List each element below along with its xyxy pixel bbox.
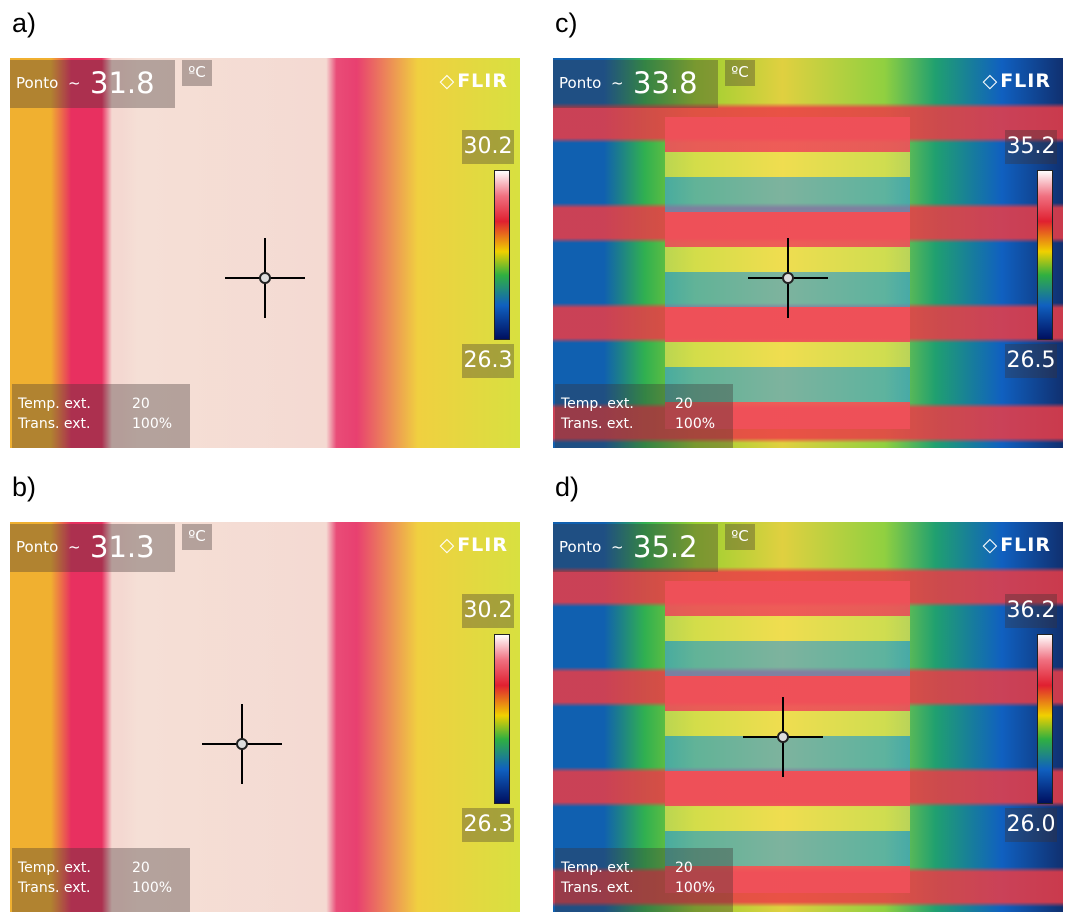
color-scale-bar xyxy=(1037,634,1053,804)
parameters-box: Temp. ext. 20 Trans. ext. 100% xyxy=(555,384,733,448)
unit: ºC xyxy=(725,60,755,86)
thermal-image: Ponto ~31.3 ºC FLIR 30.2 26.3 Temp. ext. 20 Tran… xyxy=(10,522,520,912)
spot-symbol: ~ xyxy=(611,74,624,92)
trans-value: 100% xyxy=(675,416,715,432)
brand-logo: FLIR xyxy=(440,534,508,556)
panel-label: d) xyxy=(555,472,579,503)
color-scale-bar xyxy=(1037,170,1053,340)
trans-label: Trans. ext. xyxy=(18,880,91,896)
unit: ºC xyxy=(182,524,212,550)
crosshair-center xyxy=(777,731,789,743)
spot-value: 31.3 xyxy=(90,530,155,564)
spot-label: Ponto xyxy=(16,74,58,92)
ext-temp-value: 20 xyxy=(675,860,693,876)
unit: ºC xyxy=(725,524,755,550)
spot-value: 33.8 xyxy=(633,66,698,100)
panel-label: a) xyxy=(12,8,36,39)
ext-temp-label: Temp. ext. xyxy=(561,396,634,412)
crosshair xyxy=(743,697,823,777)
spot-symbol: ~ xyxy=(68,74,81,92)
spot-box: Ponto ~31.3 xyxy=(10,524,175,572)
figure: a) Ponto ~31.8 ºC FLIR 30.2 26.3 Temp. ext. 20 Tr… xyxy=(0,0,1069,909)
spot-box: Ponto ~33.8 xyxy=(553,60,718,108)
crosshair-center xyxy=(259,272,271,284)
ext-temp-value: 20 xyxy=(675,396,693,412)
scale-min: 26.5 xyxy=(1005,344,1057,378)
crosshair xyxy=(202,704,282,784)
crosshair xyxy=(225,238,305,318)
trans-label: Trans. ext. xyxy=(561,416,634,432)
scale-max: 30.2 xyxy=(462,594,514,628)
spot-label: Ponto xyxy=(559,538,601,556)
trans-value: 100% xyxy=(675,880,715,896)
parameters-box: Temp. ext. 20 Trans. ext. 100% xyxy=(12,384,190,448)
scale-min: 26.3 xyxy=(462,808,514,842)
scale-min: 26.3 xyxy=(462,344,514,378)
spot-box: Ponto ~35.2 xyxy=(553,524,718,572)
ext-temp-label: Temp. ext. xyxy=(18,860,91,876)
brand-logo: FLIR xyxy=(983,70,1051,92)
thermal-image: Ponto ~35.2 ºC FLIR 36.2 26.0 Temp. ext. 20 Tran… xyxy=(553,522,1063,912)
thermal-image: Ponto ~31.8 ºC FLIR 30.2 26.3 Temp. ext. 20 Tran… xyxy=(10,58,520,448)
spot-label: Ponto xyxy=(559,74,601,92)
parameters-box: Temp. ext. 20 Trans. ext. 100% xyxy=(12,848,190,912)
brand-logo: FLIR xyxy=(983,534,1051,556)
panel-label: c) xyxy=(555,8,578,39)
panel-label: b) xyxy=(12,472,36,503)
spot-box: Ponto ~31.8 xyxy=(10,60,175,108)
crosshair xyxy=(748,238,828,318)
spot-symbol: ~ xyxy=(68,538,81,556)
brand-logo: FLIR xyxy=(440,70,508,92)
ext-temp-label: Temp. ext. xyxy=(18,396,91,412)
crosshair-center xyxy=(782,272,794,284)
ext-temp-label: Temp. ext. xyxy=(561,860,634,876)
spot-value: 35.2 xyxy=(633,530,698,564)
ext-temp-value: 20 xyxy=(132,860,150,876)
scale-max: 36.2 xyxy=(1005,594,1057,628)
parameters-box: Temp. ext. 20 Trans. ext. 100% xyxy=(555,848,733,912)
trans-label: Trans. ext. xyxy=(561,880,634,896)
scale-max: 30.2 xyxy=(462,130,514,164)
color-scale-bar xyxy=(494,634,510,804)
trans-label: Trans. ext. xyxy=(18,416,91,432)
scale-min: 26.0 xyxy=(1005,808,1057,842)
unit: ºC xyxy=(182,60,212,86)
trans-value: 100% xyxy=(132,880,172,896)
ext-temp-value: 20 xyxy=(132,396,150,412)
spot-label: Ponto xyxy=(16,538,58,556)
scale-max: 35.2 xyxy=(1005,130,1057,164)
crosshair-center xyxy=(236,738,248,750)
trans-value: 100% xyxy=(132,416,172,432)
thermal-image: Ponto ~33.8 ºC FLIR 35.2 26.5 Temp. ext. 20 Tran… xyxy=(553,58,1063,448)
spot-symbol: ~ xyxy=(611,538,624,556)
spot-value: 31.8 xyxy=(90,66,155,100)
color-scale-bar xyxy=(494,170,510,340)
